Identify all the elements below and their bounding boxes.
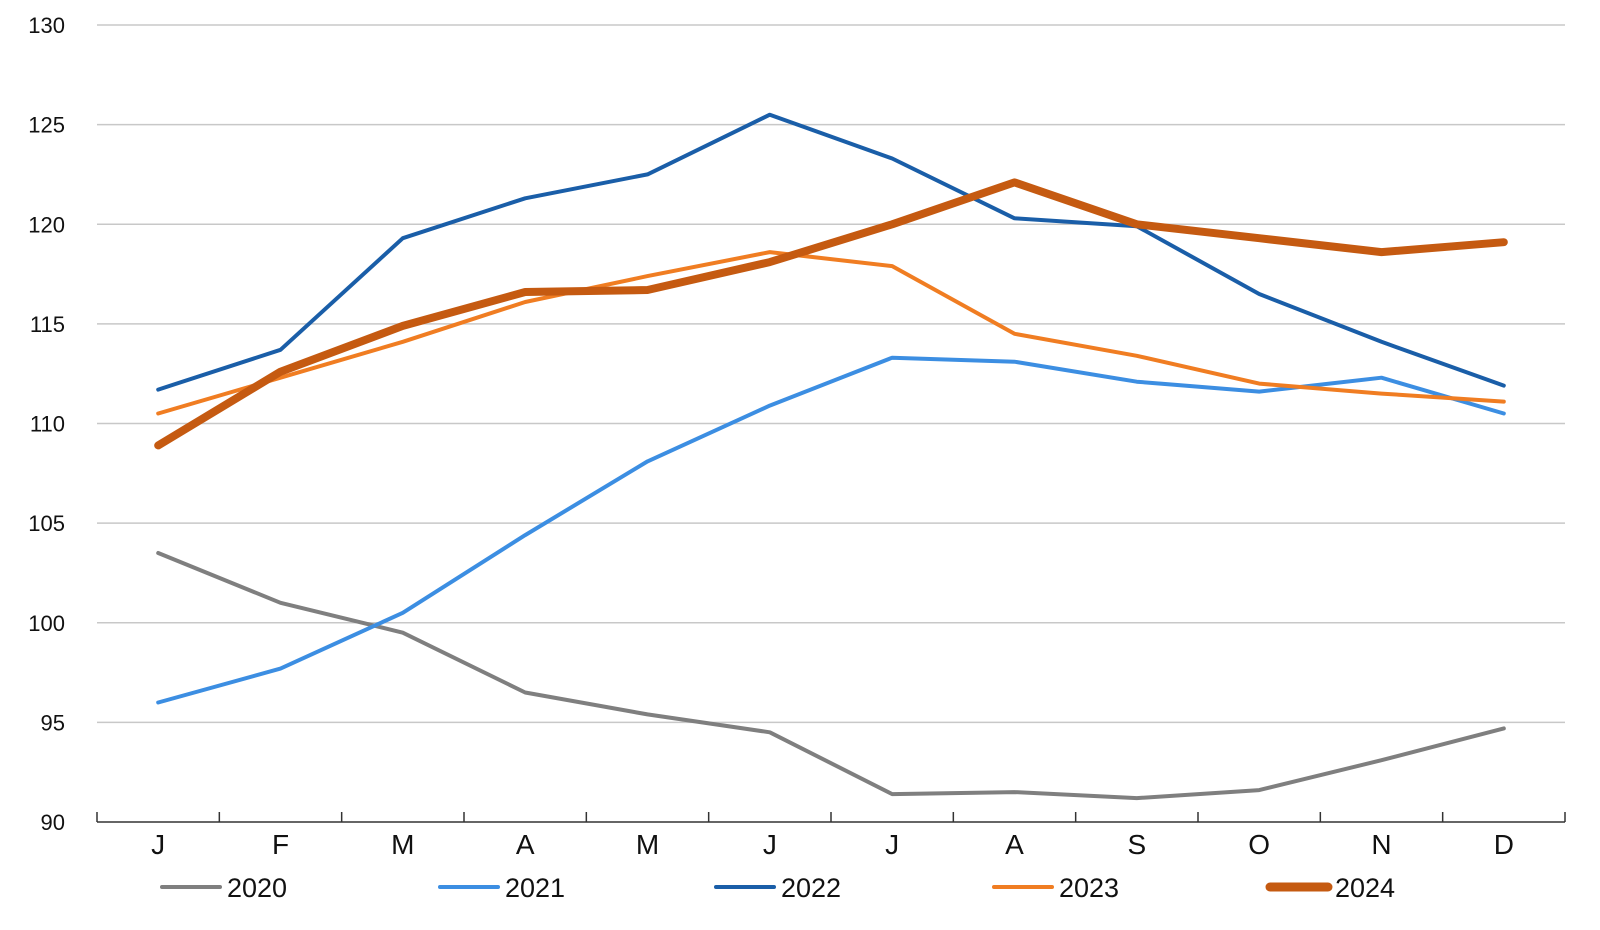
legend-label: 2024 (1335, 873, 1395, 903)
legend-item-2024: 2024 (1265, 873, 1395, 903)
legend: 2020 2021 2022 2023 2024 (160, 873, 1395, 903)
y-tick-label: 120 (28, 212, 65, 237)
y-tick-label: 125 (28, 113, 65, 138)
x-tick-label: N (1371, 829, 1391, 860)
x-tick-label: F (272, 829, 289, 860)
x-tick-label: O (1248, 829, 1270, 860)
x-tick-label: M (636, 829, 659, 860)
y-tick-label: 100 (28, 611, 65, 636)
legend-label: 2022 (781, 873, 841, 903)
series-line-2023 (156, 250, 1506, 416)
x-tick-label: J (885, 829, 899, 860)
y-tick-label: 95 (41, 710, 65, 735)
y-tick-label: 105 (28, 511, 65, 536)
x-tick-label: J (151, 829, 165, 860)
legend-label: 2021 (505, 873, 565, 903)
legend-label: 2020 (227, 873, 287, 903)
x-tick-label: A (1005, 829, 1024, 860)
series-line-2024 (154, 178, 1508, 450)
y-tick-label: 130 (28, 13, 65, 38)
legend-item-2022: 2022 (714, 873, 841, 903)
series-line-2021 (156, 355, 1506, 705)
series-line-2020 (156, 551, 1506, 801)
x-axis (96, 812, 1566, 823)
x-tick-label: D (1494, 829, 1514, 860)
y-tick-label: 90 (41, 810, 65, 835)
series-line-2022 (156, 112, 1506, 392)
y-tick-label: 115 (30, 312, 65, 337)
x-tick-label: S (1127, 829, 1146, 860)
x-tick-label: J (763, 829, 777, 860)
legend-item-2021: 2021 (438, 873, 565, 903)
gridlines (97, 24, 1565, 724)
series-lines (154, 112, 1508, 801)
legend-item-2020: 2020 (160, 873, 287, 903)
y-axis-tick-labels: 90 95 100 105 110 115 120 125 130 (28, 13, 65, 835)
legend-item-2023: 2023 (992, 873, 1119, 903)
x-tick-label: A (516, 829, 535, 860)
legend-label: 2023 (1059, 873, 1119, 903)
y-tick-label: 110 (30, 412, 65, 437)
x-tick-label: M (391, 829, 414, 860)
